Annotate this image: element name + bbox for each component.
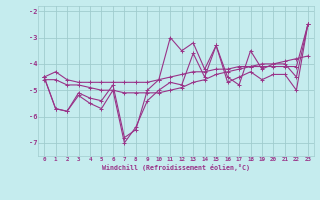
X-axis label: Windchill (Refroidissement éolien,°C): Windchill (Refroidissement éolien,°C)	[102, 164, 250, 171]
